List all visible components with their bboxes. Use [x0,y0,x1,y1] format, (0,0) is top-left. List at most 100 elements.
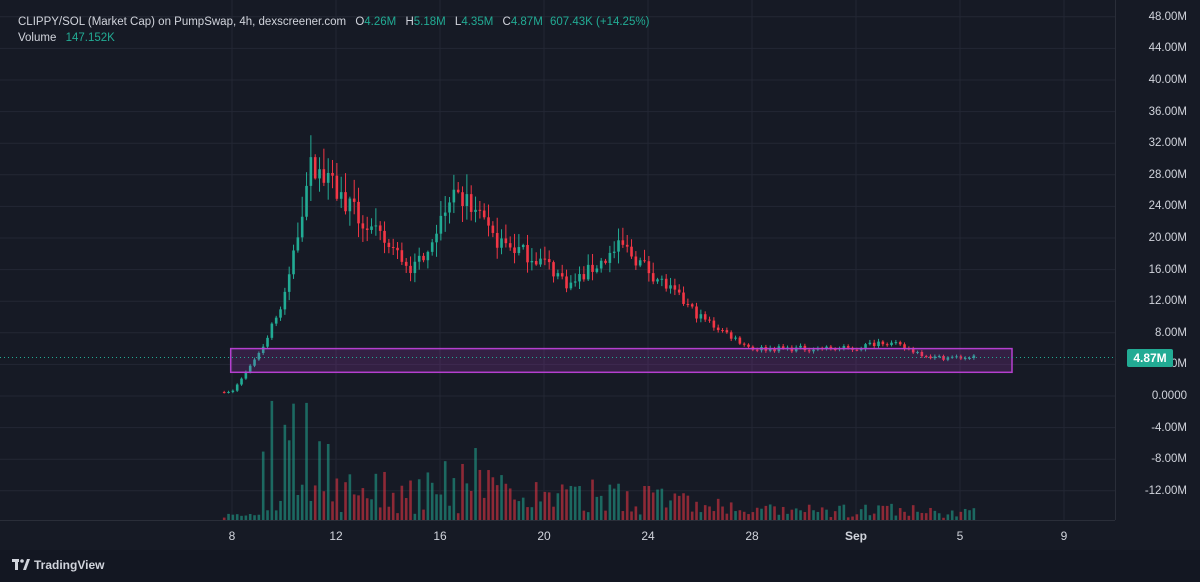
volume-bar [374,473,378,520]
volume-bar [656,489,659,520]
candle-body [248,365,252,372]
price-tick-label: 36.00M [1148,105,1187,118]
candle-body [222,392,226,394]
candle-body [946,357,950,360]
volume-bar [781,506,785,520]
volume-bar [604,510,607,520]
volume-bar [322,491,326,520]
candle-body [456,189,460,193]
time-scale[interactable]: 8 12 16 20 24 28 Sep 5 9 [0,520,1115,551]
volume-bar [573,486,577,520]
volume-bar [885,505,889,520]
candle-body [521,244,525,248]
volume-bar [404,498,408,520]
candle-body [916,351,919,353]
volume-bar [833,511,837,520]
volume-bar [292,403,295,520]
candle-body [452,189,456,203]
volume-bar [465,483,469,520]
candle-body [244,371,248,379]
volume-bar [244,515,248,520]
candle-body [812,349,815,352]
candle-body [677,289,681,293]
candle-body [599,260,603,269]
candlestick-chart[interactable] [0,0,1115,520]
volume-bar [235,514,239,520]
volume-bar [764,505,768,520]
volume-bar [621,511,625,520]
volume-bar [963,508,967,520]
volume-bar [846,517,850,520]
candle-body [339,192,343,199]
candles-group [222,135,976,394]
volume-bar [448,505,451,520]
volume-bar [274,510,278,520]
volume-bar [612,488,616,520]
candle-body [673,285,677,290]
volume-bar [240,515,243,520]
price-tick-label: 8.00M [1155,326,1187,339]
volume-bar [794,508,798,520]
tradingview-logo[interactable]: TradingView [12,558,104,572]
candle-body [257,352,261,360]
volume-bar [829,517,833,520]
price-tick-label: -4.00M [1151,421,1187,434]
volume-bar [608,484,612,520]
volume-bar [660,488,664,520]
candle-body [920,351,924,357]
candle-body [500,238,503,248]
volume-bar [452,478,456,520]
volume-bar [296,494,300,520]
candle-body [365,228,369,230]
candle-body [894,342,898,344]
candle-body [660,278,664,280]
volume-bars-group [222,400,976,520]
volume-bar [695,501,698,520]
volume-bar [478,469,482,520]
symbol-title[interactable]: CLIPPY/SOL (Market Cap) on PumpSwap, 4h,… [18,16,347,28]
volume-bar [266,510,269,520]
candle-body [517,247,521,254]
volume-bar [305,402,308,520]
candle-body [647,261,651,274]
volume-bar [755,507,759,520]
volume-bar [513,499,516,520]
candle-body [504,238,508,244]
candle-body [331,172,334,176]
volume-bar [326,443,330,520]
volume-bar [430,482,434,520]
chart-pane[interactable]: CLIPPY/SOL (Market Cap) on PumpSwap, 4h,… [0,0,1115,520]
low-value: 4.35M [461,16,494,28]
candle-body [240,378,243,385]
candle-body [911,349,915,353]
volume-bar [803,512,807,520]
candle-body [625,244,629,247]
volume-bar [487,470,490,520]
candle-body [734,337,737,339]
price-tick-label: 44.00M [1148,42,1187,55]
volume-bar [417,479,421,520]
volume-bar [534,482,538,520]
candle-body [617,240,620,252]
price-scale[interactable]: 48.00M 44.00M 40.00M 36.00M 32.00M 28.00M 24.0… [1115,0,1200,520]
candle-body [305,185,308,217]
candle-body [482,210,486,218]
volume-bar [339,512,343,520]
volume-bar [357,495,360,520]
candle-body [708,319,711,321]
candle-body [582,274,586,280]
volume-bar [517,501,521,520]
candle-body [309,157,313,186]
candle-body [638,260,642,266]
close-value: 4.87M [510,16,543,28]
price-tick-label: 12.00M [1148,295,1187,308]
candle-body [426,251,430,261]
volume-bar [686,495,690,520]
volume-bar [378,507,382,520]
volume-bar [790,509,794,520]
candle-body [266,337,269,347]
candle-body [695,306,698,319]
volume-bar [959,511,963,520]
volume-bar [565,489,568,520]
volume-bar [309,500,313,520]
